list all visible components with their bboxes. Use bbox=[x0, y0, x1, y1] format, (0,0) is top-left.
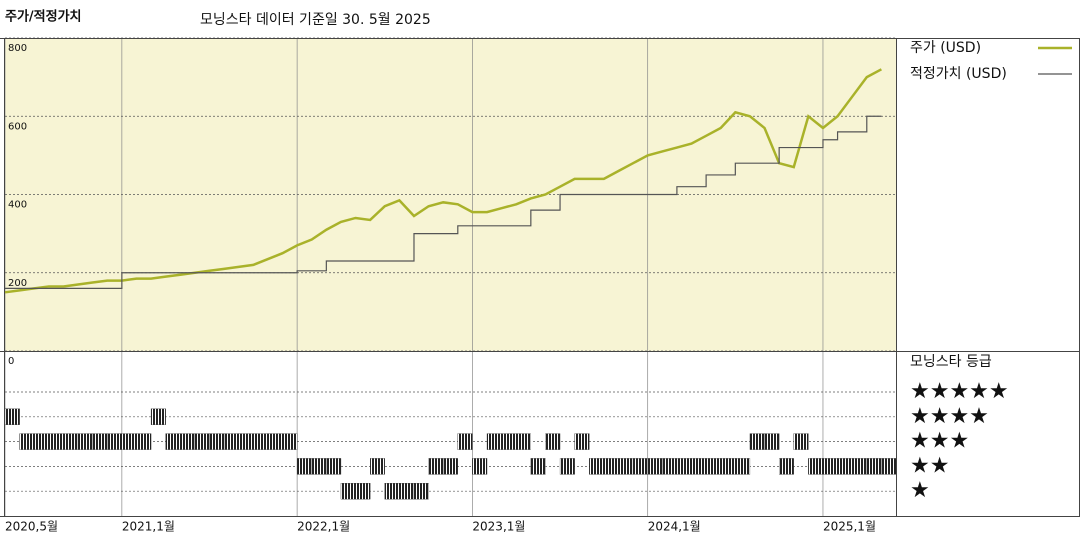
rating-bar bbox=[472, 458, 488, 475]
rating-bar bbox=[749, 433, 765, 450]
rating-bar bbox=[370, 458, 385, 475]
rating-bar bbox=[223, 433, 239, 450]
rating-bar bbox=[808, 458, 824, 475]
x-tick-label: 2025,1월 bbox=[823, 520, 876, 534]
chart-subtitle: 모닝스타 데이터 기준일 30. 5월 2025 bbox=[200, 12, 431, 28]
rating-bar bbox=[4, 408, 20, 425]
rating-bar bbox=[443, 458, 458, 475]
rating-title: 모닝스타 등급 bbox=[910, 354, 992, 370]
rating-bar bbox=[150, 408, 166, 425]
rating-level-label: ★★ bbox=[910, 453, 949, 478]
rating-bar bbox=[384, 483, 400, 500]
rating-bar bbox=[705, 458, 721, 475]
rating-bar bbox=[428, 458, 444, 475]
rating-bar bbox=[282, 433, 298, 450]
rating-bar bbox=[632, 458, 648, 475]
rating-bar bbox=[107, 433, 123, 450]
rating-level-label: ★★★★★ bbox=[910, 379, 1009, 404]
x-tick-label: 2021,1월 bbox=[122, 520, 175, 534]
rating-bar bbox=[194, 433, 210, 450]
rating-bar bbox=[501, 433, 517, 450]
rating-bar bbox=[296, 458, 312, 475]
y-tick-label: 800 bbox=[8, 43, 27, 54]
legend-label: 적정가치 (USD) bbox=[910, 66, 1007, 82]
rating-bar bbox=[881, 458, 897, 475]
rating-bar bbox=[63, 433, 79, 450]
rating-bar bbox=[311, 458, 327, 475]
rating-bar bbox=[676, 458, 692, 475]
rating-bar bbox=[165, 433, 181, 450]
rating-bar bbox=[253, 433, 269, 450]
rating-bar bbox=[852, 458, 867, 475]
rating-bar bbox=[413, 483, 429, 500]
rating-bar bbox=[209, 433, 225, 450]
rating-bar bbox=[822, 458, 838, 475]
rating-level-label: ★★★ bbox=[910, 429, 969, 454]
rating-bar bbox=[355, 483, 371, 500]
x-tick-label: 2022,1월 bbox=[297, 520, 350, 534]
rating-bar bbox=[516, 433, 531, 450]
rating-bar bbox=[764, 433, 780, 450]
rating-bar bbox=[486, 433, 502, 450]
rating-bar bbox=[326, 458, 342, 475]
rating-bar bbox=[34, 433, 49, 450]
rating-bar bbox=[735, 458, 751, 475]
rating-bar bbox=[720, 458, 736, 475]
rating-bar bbox=[19, 433, 35, 450]
rating-bar bbox=[837, 458, 853, 475]
rating-bar bbox=[618, 458, 634, 475]
rating-bar bbox=[136, 433, 152, 450]
rating-bar bbox=[238, 433, 254, 450]
rating-level-label: ★ bbox=[910, 478, 930, 503]
rating-bar bbox=[92, 433, 108, 450]
rating-bar bbox=[574, 433, 590, 450]
rating-bar bbox=[545, 433, 561, 450]
series-line bbox=[5, 115, 882, 289]
rating-bar bbox=[530, 458, 546, 475]
rating-bar bbox=[691, 458, 707, 475]
rating-bar bbox=[793, 433, 809, 450]
rating-bar bbox=[457, 433, 473, 450]
y-tick-label: 400 bbox=[8, 200, 27, 211]
series-line bbox=[4, 68, 882, 294]
rating-bar bbox=[866, 458, 882, 475]
rating-bar bbox=[340, 483, 356, 500]
legend-label: 주가 (USD) bbox=[910, 40, 981, 56]
rating-bar bbox=[559, 458, 575, 475]
rating-bar bbox=[48, 433, 64, 450]
y-tick-label: 600 bbox=[8, 121, 27, 132]
chart-title: 주가/적정가치 bbox=[5, 9, 82, 25]
rating-bar bbox=[180, 433, 196, 450]
rating-bar bbox=[662, 458, 678, 475]
rating-bar bbox=[603, 458, 619, 475]
rating-bar bbox=[267, 433, 283, 450]
rating-bar bbox=[778, 458, 794, 475]
y-tick-label: 200 bbox=[8, 278, 27, 289]
x-tick-label: 2020,5월 bbox=[5, 520, 58, 534]
rating-level-label: ★★★★ bbox=[910, 404, 989, 429]
x-tick-label: 2024,1월 bbox=[648, 520, 701, 534]
rating-bar bbox=[589, 458, 605, 475]
y-tick-label: 0 bbox=[8, 356, 14, 367]
rating-bar bbox=[399, 483, 415, 500]
rating-bar bbox=[77, 433, 93, 450]
x-tick-label: 2023,1월 bbox=[472, 520, 525, 534]
rating-bar bbox=[647, 458, 663, 475]
rating-bar bbox=[121, 433, 137, 450]
